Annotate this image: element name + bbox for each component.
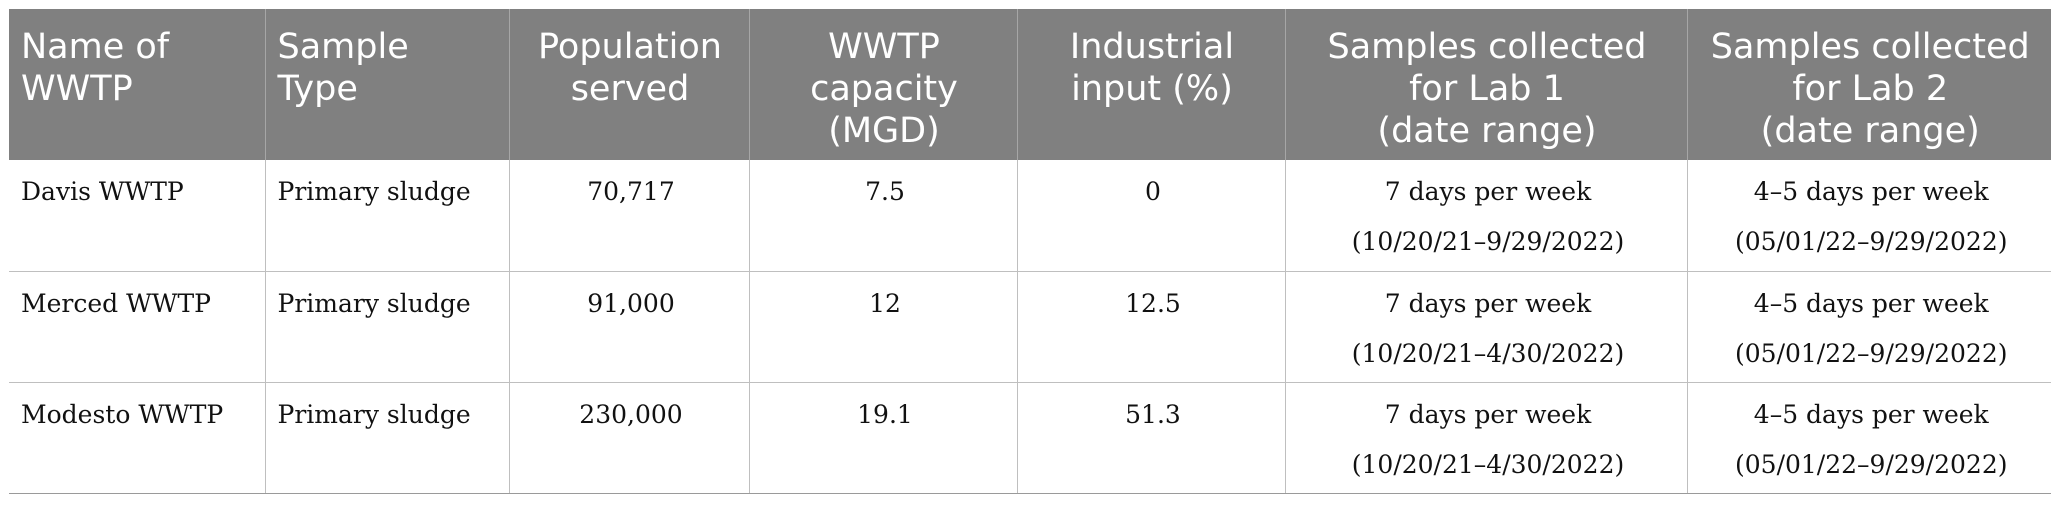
cell-name: Merced WWTP xyxy=(9,271,266,383)
cell-lab1: 7 days per week (10/20/21–4/30/2022) xyxy=(1285,382,1688,494)
cell-sample-type: Primary sludge xyxy=(265,160,510,272)
lab1-frequency: 7 days per week xyxy=(1384,177,1592,206)
lab1-date-range: (10/20/21–9/29/2022) xyxy=(1351,227,1625,256)
lab2-frequency: 4–5 days per week xyxy=(1753,288,1989,318)
header-lab2-samples: Samples collected for Lab 2 (date range) xyxy=(1687,9,2051,160)
lab2-frequency: 4–5 days per week xyxy=(1753,177,1989,206)
cell-capacity: 12 xyxy=(749,271,1018,383)
cell-capacity: 7.5 xyxy=(749,160,1018,272)
cell-lab2: 4–5 days per week (05/01/22–9/29/2022) xyxy=(1687,271,2051,383)
lab1-date-range: (10/20/21–4/30/2022) xyxy=(1351,449,1625,479)
cell-population: 70,717 xyxy=(509,160,750,272)
lab2-date-range: (05/01/22–9/29/2022) xyxy=(1735,338,2008,368)
table-row: Modesto WWTP Primary sludge 230,000 19.1… xyxy=(9,382,2051,494)
cell-name: Modesto WWTP xyxy=(9,382,266,494)
lab1-date-range: (10/20/21–4/30/2022) xyxy=(1351,338,1625,368)
header-industrial-input: Industrial input (%) xyxy=(1017,9,1286,160)
lab2-frequency: 4–5 days per week xyxy=(1753,399,1989,429)
header-name-of-wwtp: Name of WWTP xyxy=(9,9,266,160)
cell-industrial: 51.3 xyxy=(1017,382,1286,494)
wwtp-table: Name of WWTP Sample Type Population serv… xyxy=(9,9,2051,494)
cell-sample-type: Primary sludge xyxy=(265,271,510,383)
cell-population: 230,000 xyxy=(509,382,750,494)
header-wwtp-capacity: WWTP capacity (MGD) xyxy=(749,9,1018,160)
lab1-frequency: 7 days per week xyxy=(1384,288,1592,318)
cell-capacity: 19.1 xyxy=(749,382,1018,494)
table-row: Davis WWTP Primary sludge 70,717 7.5 0 7… xyxy=(9,160,2051,272)
cell-lab1: 7 days per week (10/20/21–4/30/2022) xyxy=(1285,271,1688,383)
header-lab1-samples: Samples collected for Lab 1 (date range) xyxy=(1285,9,1688,160)
lab2-date-range: (05/01/22–9/29/2022) xyxy=(1735,227,2008,256)
table-row: Merced WWTP Primary sludge 91,000 12 12.… xyxy=(9,271,2051,383)
cell-industrial: 12.5 xyxy=(1017,271,1286,383)
lab2-date-range: (05/01/22–9/29/2022) xyxy=(1735,449,2008,479)
header-sample-type: Sample Type xyxy=(265,9,510,160)
cell-lab1: 7 days per week (10/20/21–9/29/2022) xyxy=(1285,160,1688,272)
lab1-frequency: 7 days per week xyxy=(1384,399,1592,429)
cell-sample-type: Primary sludge xyxy=(265,382,510,494)
header-row: Name of WWTP Sample Type Population serv… xyxy=(9,9,2051,160)
cell-population: 91,000 xyxy=(509,271,750,383)
cell-lab2: 4–5 days per week (05/01/22–9/29/2022) xyxy=(1687,160,2051,272)
cell-lab2: 4–5 days per week (05/01/22–9/29/2022) xyxy=(1687,382,2051,494)
cell-industrial: 0 xyxy=(1017,160,1286,272)
header-population-served: Population served xyxy=(509,9,750,160)
table-container: Name of WWTP Sample Type Population serv… xyxy=(9,9,2051,501)
cell-name: Davis WWTP xyxy=(9,160,266,272)
